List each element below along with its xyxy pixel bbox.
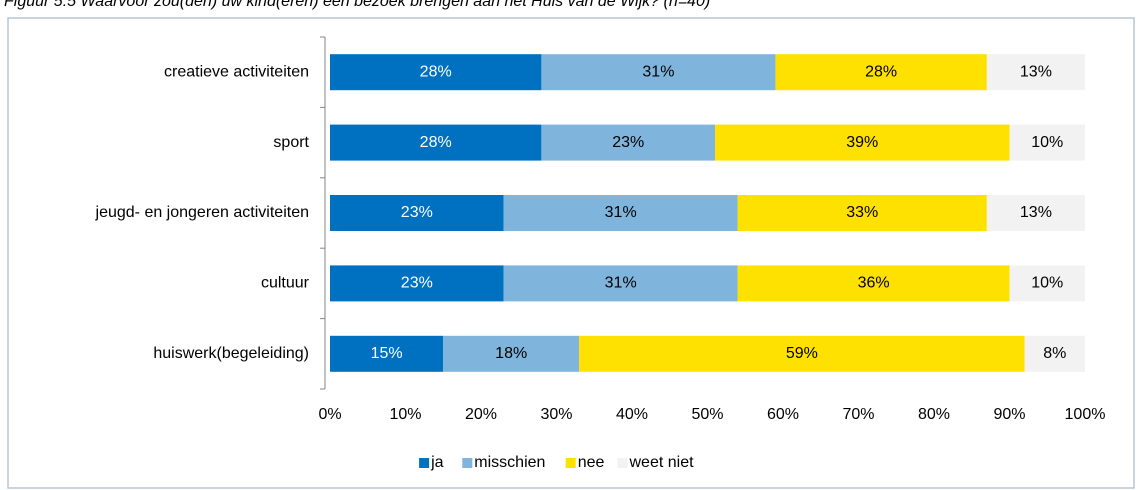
legend-swatch	[565, 458, 576, 468]
y-tick-label: creatieve activiteiten	[164, 63, 309, 80]
bar-segment	[330, 265, 504, 302]
data-label: 23%	[401, 204, 433, 221]
y-tick-label: huiswerk(begeleiding)	[153, 345, 309, 362]
bar-segment	[579, 335, 1025, 372]
legend-label: misschien	[474, 454, 545, 471]
x-tick-label: 0%	[318, 406, 341, 423]
bar-segment	[715, 124, 1010, 161]
bar-segment	[330, 195, 504, 231]
data-label: 28%	[420, 63, 452, 80]
bar-segment	[775, 54, 987, 91]
x-tick-label: 80%	[918, 406, 950, 423]
y-tick-label: jeugd- en jongeren activiteiten	[95, 204, 309, 221]
data-label: 31%	[605, 275, 637, 292]
legend-label: weet niet	[629, 454, 695, 471]
bar-segment	[330, 124, 542, 161]
bar-segment	[503, 265, 738, 302]
data-label: 28%	[420, 134, 452, 151]
legend-swatch	[617, 458, 628, 468]
legend-swatch	[462, 458, 473, 468]
chart-frame	[7, 17, 1135, 489]
bar-segment	[986, 54, 1085, 91]
x-tick-label: 60%	[767, 406, 799, 423]
data-label: 13%	[1020, 204, 1052, 221]
data-label: 8%	[1043, 345, 1066, 362]
data-label: 15%	[371, 345, 403, 362]
data-label: 18%	[495, 345, 527, 362]
bar-segment	[330, 335, 444, 372]
x-tick-label: 50%	[691, 406, 723, 423]
data-label: 23%	[612, 134, 644, 151]
bar-segment	[986, 195, 1085, 231]
x-tick-label: 20%	[465, 406, 497, 423]
y-tick-label: cultuur	[261, 275, 310, 292]
bar-segment	[541, 124, 716, 161]
data-label: 28%	[865, 63, 897, 80]
y-tick-label: sport	[273, 134, 309, 151]
bar-segment	[1009, 265, 1085, 302]
bar-segment	[1024, 335, 1085, 372]
bar-segment	[330, 54, 542, 91]
bar-segment	[737, 195, 987, 231]
bar-segment	[737, 265, 1010, 302]
data-label: 23%	[401, 275, 433, 292]
bar-segment	[1009, 124, 1085, 161]
data-label: 33%	[846, 204, 878, 221]
legend-label: nee	[578, 454, 605, 471]
x-tick-label: 70%	[842, 406, 874, 423]
x-tick-label: 100%	[1065, 406, 1106, 423]
x-tick-label: 10%	[389, 406, 421, 423]
data-label: 31%	[605, 204, 637, 221]
chart-title: Figuur 5.5 Waarvoor zou(den) uw kind(ere…	[4, 0, 710, 10]
legend-label: ja	[430, 454, 444, 471]
data-label: 10%	[1031, 275, 1063, 292]
x-tick-label: 90%	[993, 406, 1025, 423]
data-label: 39%	[846, 134, 878, 151]
data-label: 13%	[1020, 63, 1052, 80]
bar-segment	[541, 54, 776, 91]
data-label: 59%	[786, 345, 818, 362]
bar-segment	[503, 195, 738, 231]
data-label: 36%	[858, 275, 890, 292]
x-tick-label: 40%	[616, 406, 648, 423]
data-label: 31%	[642, 63, 674, 80]
legend-swatch	[419, 458, 430, 468]
x-tick-label: 30%	[540, 406, 572, 423]
bar-segment	[443, 335, 580, 372]
data-label: 10%	[1031, 134, 1063, 151]
